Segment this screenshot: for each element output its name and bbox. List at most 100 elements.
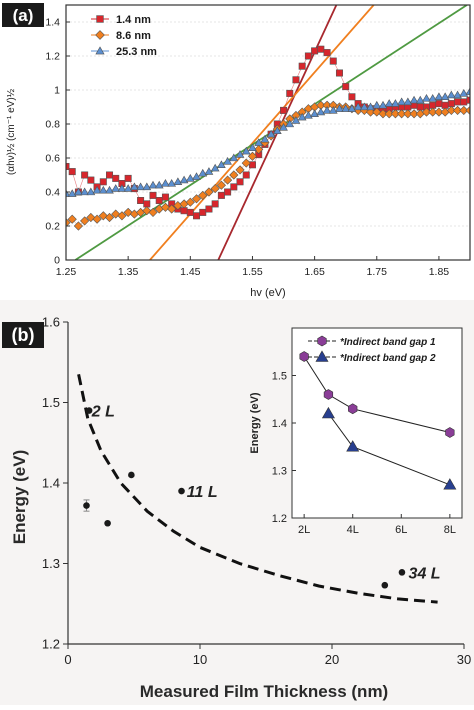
data-point <box>67 189 77 197</box>
data-point <box>229 153 239 162</box>
y-tick-label: 1.6 <box>42 315 60 330</box>
data-point <box>366 102 375 111</box>
inset-x-tick-label: 4L <box>347 524 359 536</box>
inset-series-1 <box>299 351 455 438</box>
data-point <box>92 214 102 224</box>
data-point <box>353 102 363 111</box>
data-point <box>191 194 202 204</box>
inset-chart: 1.2 1.3 1.4 1.5 2L 4L 6L 8L *Indirect band gap… <box>249 327 463 536</box>
data-point <box>329 57 337 65</box>
data-point <box>235 165 245 175</box>
data-point <box>229 170 239 180</box>
data-point <box>459 105 469 115</box>
data-point <box>322 105 332 114</box>
data-point <box>199 208 207 216</box>
data-point <box>391 99 400 107</box>
data-point <box>74 187 83 196</box>
data-point <box>428 107 438 117</box>
x-tick-label: 0 <box>64 652 71 667</box>
data-point <box>390 109 400 119</box>
data-point <box>454 98 462 106</box>
data-point <box>372 100 382 109</box>
panel-b-label-bg <box>2 322 44 348</box>
data-point <box>185 197 195 207</box>
panel-b: 2 L11 L34 L 0 10 20 30 1.21.31.41.51.6 (b) … <box>0 300 474 705</box>
data-point <box>323 49 331 57</box>
x-tick-label: 30 <box>457 652 471 667</box>
data-point <box>123 184 133 192</box>
data-point <box>161 193 169 201</box>
panel-a: 1.25 1.35 1.45 1.55 1.65 1.75 1.85 0 0.2 0.4 0.6 0… <box>0 0 474 300</box>
data-point <box>198 168 208 177</box>
data-point <box>66 163 70 171</box>
data-point <box>381 581 389 589</box>
data-point <box>224 188 232 196</box>
data-point <box>130 182 139 191</box>
data-point <box>409 95 419 104</box>
x-tick-label: 10 <box>193 652 207 667</box>
y-tick-label: 0.2 <box>45 221 60 233</box>
data-point <box>204 167 214 175</box>
data-point <box>434 92 444 100</box>
data-point <box>161 179 170 187</box>
inset-data-point <box>443 478 457 490</box>
data-point <box>378 100 388 109</box>
data-point <box>266 129 276 138</box>
data-point <box>173 177 183 185</box>
y-tick-label: 0.6 <box>45 153 60 165</box>
legend-label: 25.3 nm <box>116 46 157 58</box>
point-annotation: 2 L <box>91 404 115 421</box>
data-point <box>378 109 388 119</box>
data-point <box>384 99 394 107</box>
x-tick-label: 1.45 <box>180 266 201 278</box>
inset-data-point <box>323 389 334 400</box>
data-point <box>155 197 163 205</box>
series-1-4-nm <box>66 45 470 220</box>
panel-a-x-axis-label: hv (eV) <box>250 287 285 299</box>
inset-y-tick-label: 1.5 <box>272 371 287 383</box>
data-point <box>297 112 307 121</box>
data-point <box>136 182 145 191</box>
inset-series-2 <box>321 406 457 490</box>
data-point <box>280 106 288 114</box>
data-point <box>428 94 438 102</box>
data-point <box>403 109 413 119</box>
data-point <box>335 69 343 77</box>
data-point <box>291 116 301 124</box>
data-point <box>66 218 71 228</box>
data-point <box>111 184 121 192</box>
y-tick-label: 0.4 <box>45 187 60 199</box>
panel-a-label: (a) <box>13 6 34 25</box>
inset-data-point <box>346 440 360 452</box>
data-point <box>124 174 132 182</box>
data-point <box>230 183 238 191</box>
x-tick-label: 1.85 <box>429 266 450 278</box>
data-point <box>73 221 84 231</box>
data-point <box>347 104 357 112</box>
inset-legend-marker <box>315 350 329 362</box>
data-point <box>421 107 432 117</box>
data-point <box>372 107 382 117</box>
data-point <box>242 171 250 179</box>
data-point <box>167 204 177 214</box>
data-point <box>67 214 77 224</box>
data-point <box>465 105 470 115</box>
data-point <box>298 62 306 70</box>
data-point <box>272 126 282 134</box>
data-point <box>316 107 326 116</box>
inset-legend-marker <box>317 335 327 347</box>
data-point <box>397 97 406 106</box>
data-point <box>415 95 425 104</box>
data-point <box>254 144 264 155</box>
panel-a-y-axis-label: (αhν)½ (cm⁻¹ eV)½ <box>6 88 17 175</box>
data-point <box>446 90 456 99</box>
inset-legend-label: *Indirect band gap 2 <box>340 353 436 364</box>
panel-b-y-axis-label: Energy (eV) <box>10 450 29 544</box>
legend-label: 1.4 nm <box>116 14 151 26</box>
data-point <box>328 105 338 114</box>
data-point <box>285 119 295 128</box>
data-point <box>105 185 114 194</box>
inset-x-tick-label: 8L <box>444 524 456 536</box>
data-point <box>422 94 431 102</box>
